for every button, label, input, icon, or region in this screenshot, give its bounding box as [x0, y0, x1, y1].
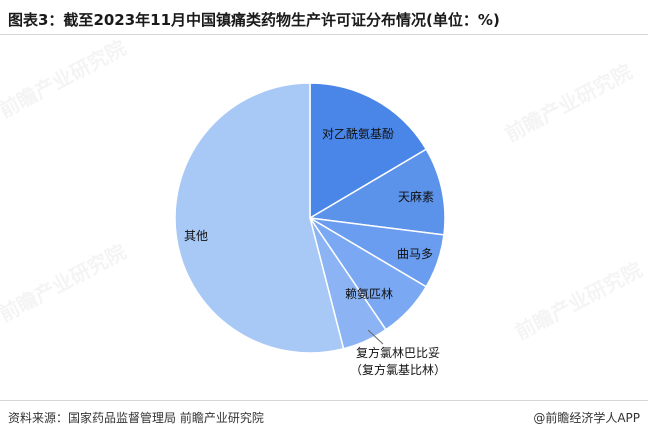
- slice-gastrodin: [307, 148, 446, 236]
- watermark-text: 前瞻产业研究院: [0, 35, 130, 122]
- watermark-text: 前瞻产业研究院: [501, 59, 636, 146]
- slice-label: 天麻素: [398, 189, 434, 204]
- source-note: 资料来源：国家药品监督管理局 前瞻产业研究院: [8, 411, 264, 425]
- title-divider: [0, 34, 648, 35]
- watermark-text: 前瞻产业研究院: [511, 257, 646, 344]
- chart-title: 图表3：截至2023年11月中国镇痛类药物生产许可证分布情况(单位：%): [8, 11, 500, 29]
- slice-label: 赖氨匹林: [345, 287, 393, 301]
- slice-label: 其他: [184, 229, 208, 243]
- slice-label-line2: （复方氯基比林）: [350, 362, 446, 377]
- leader-line: [367, 329, 384, 345]
- pie-slices: [174, 82, 446, 354]
- slice-paracetamol: [309, 82, 428, 220]
- slice-label: 复方氯林巴比妥: [356, 345, 440, 360]
- brand-credit: @前瞻经济学人APP: [533, 411, 640, 425]
- footer-divider: [0, 400, 648, 401]
- slice-other: [174, 82, 345, 354]
- slice-label: 曲马多: [397, 247, 433, 261]
- slice-label: 对乙酰氨基酚: [322, 127, 394, 141]
- watermark-text: 前瞻产业研究院: [0, 239, 130, 326]
